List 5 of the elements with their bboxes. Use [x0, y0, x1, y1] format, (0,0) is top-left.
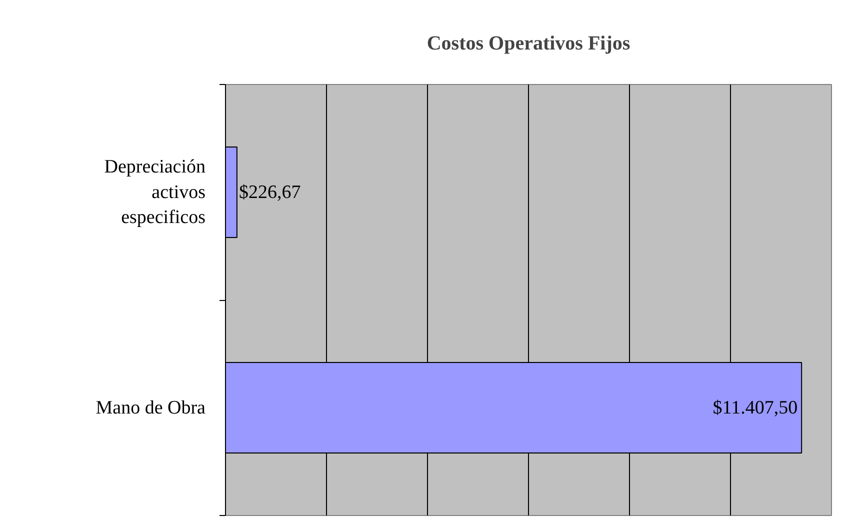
data-label: $226,67: [238, 182, 301, 203]
y-tick-label: Mano de Obra: [96, 397, 206, 418]
data-label: $11.407,50: [712, 397, 798, 418]
chart-title: Costos Operativos Fijos: [426, 32, 630, 54]
y-tick-label: Depreciación activos especificos: [104, 156, 206, 228]
